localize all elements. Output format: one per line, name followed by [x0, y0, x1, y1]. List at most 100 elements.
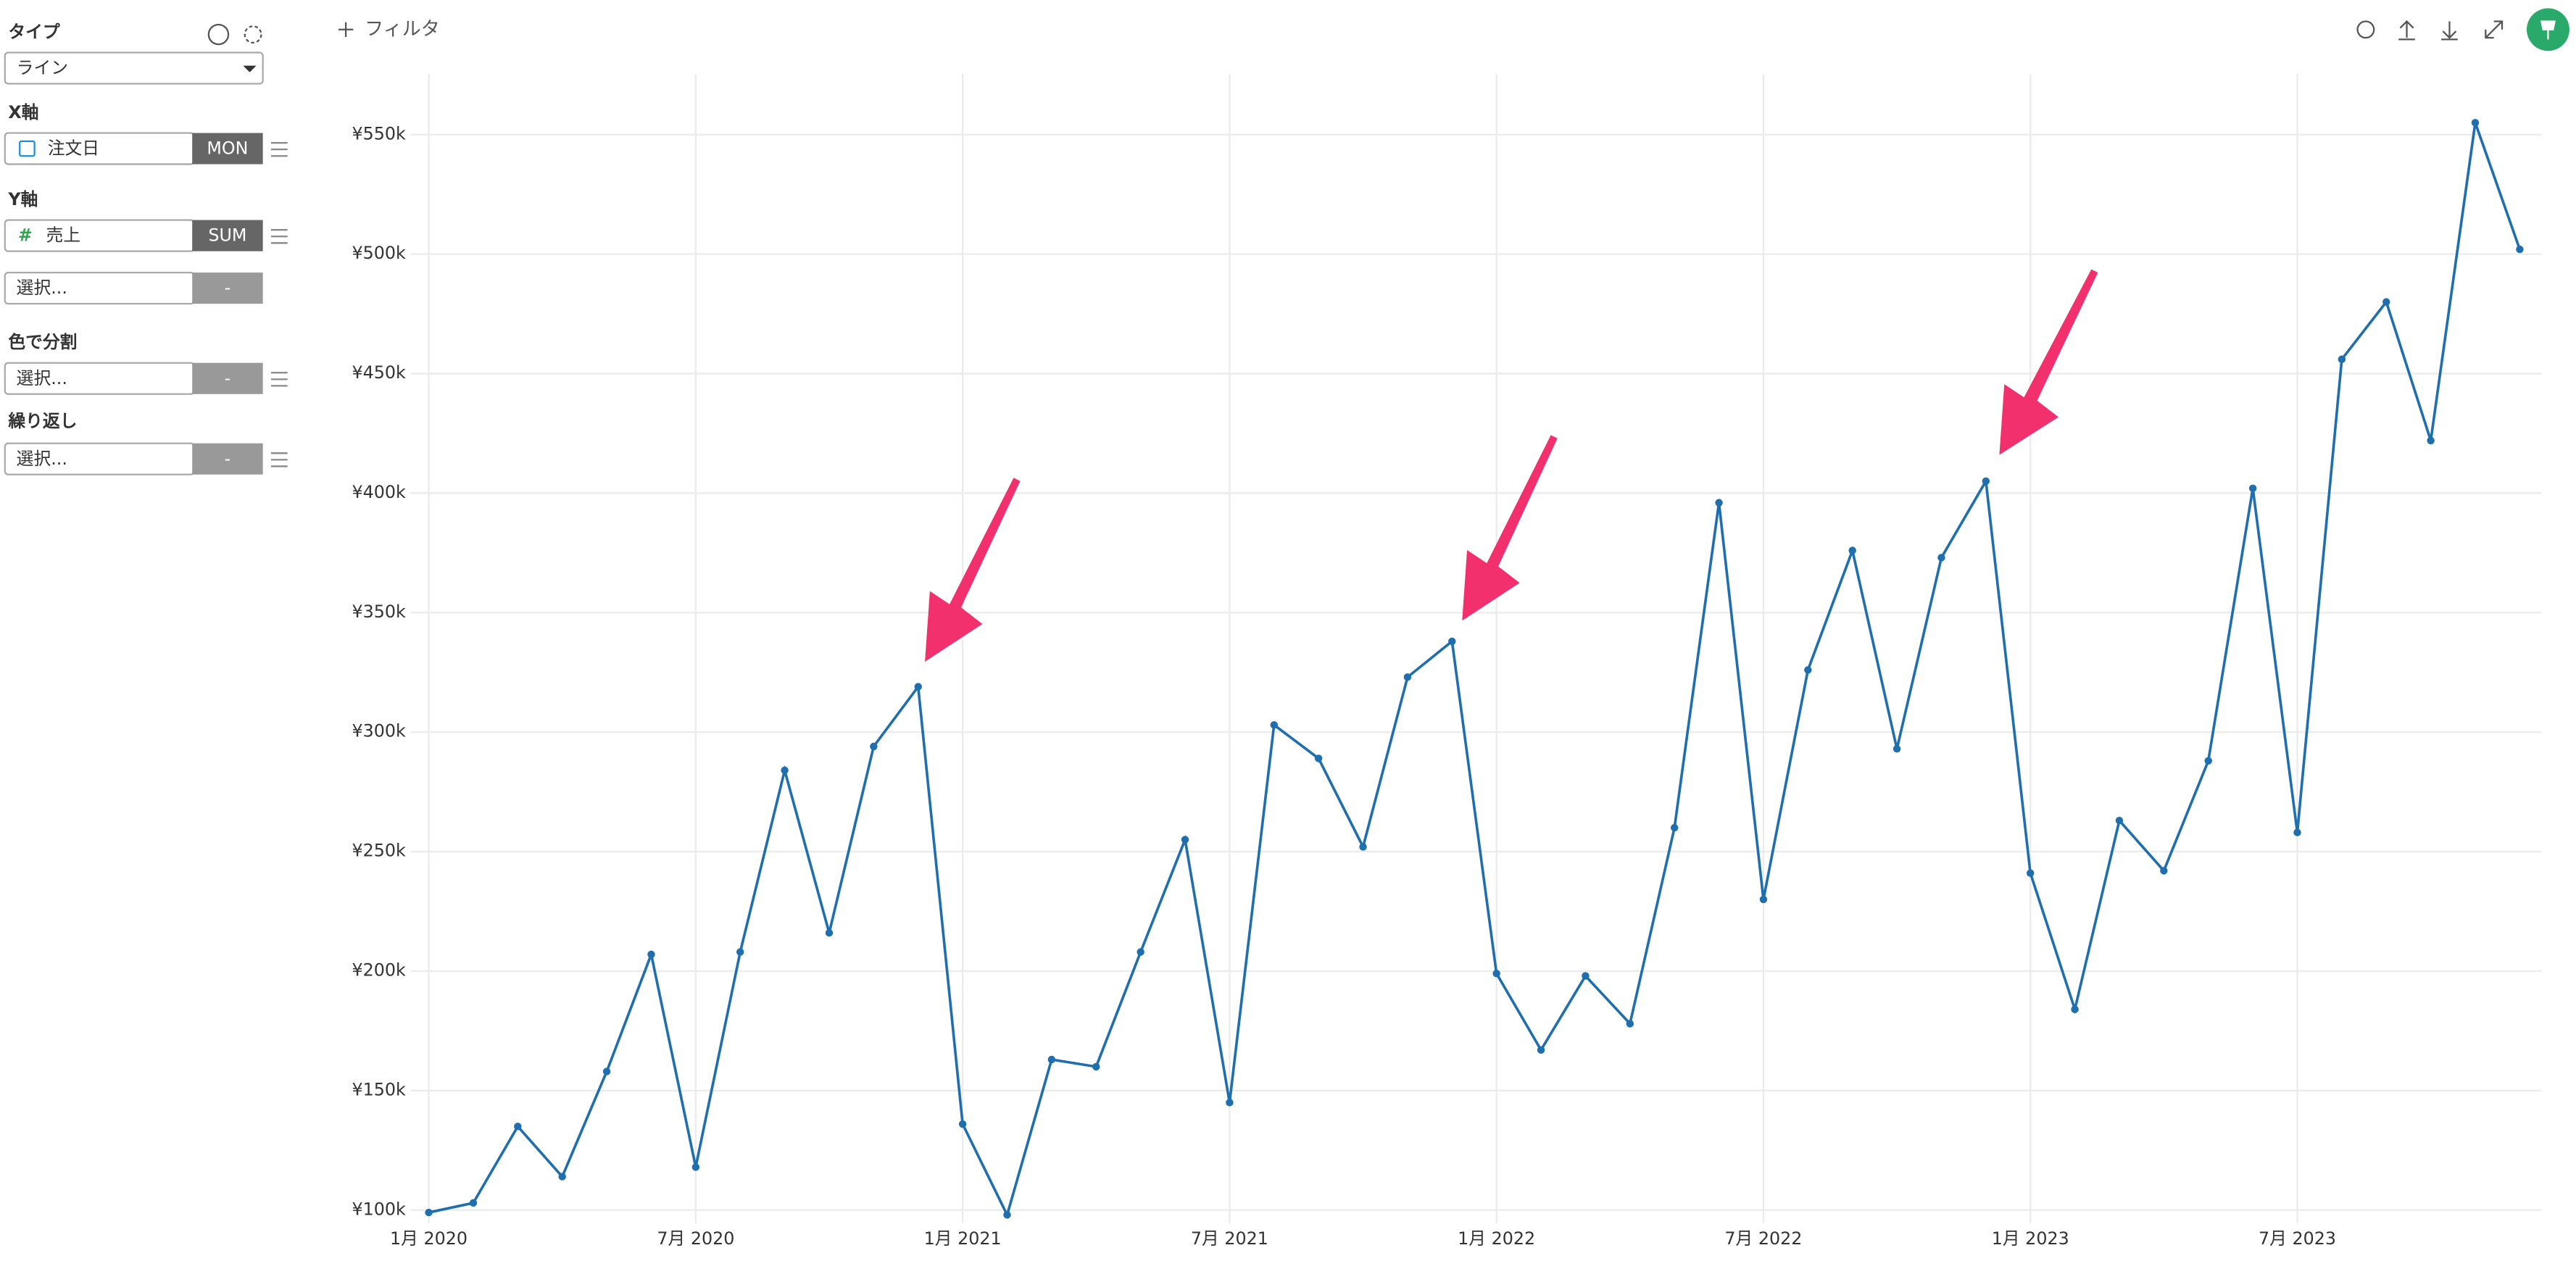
- point: [1492, 970, 1500, 978]
- drag-handle[interactable]: [270, 229, 288, 244]
- type-select[interactable]: [4, 51, 264, 85]
- help-icon[interactable]: [207, 23, 230, 46]
- point: [1759, 895, 1768, 904]
- repeat-label: 繰り返し: [8, 411, 77, 431]
- point: [1003, 1211, 1011, 1219]
- y-tick-label: ¥450k: [352, 362, 407, 383]
- point: [2427, 436, 2435, 445]
- expand-icon[interactable]: [2485, 20, 2504, 39]
- x-tick-label: 1月 2022: [1458, 1228, 1535, 1249]
- point: [1537, 1046, 1545, 1054]
- point: [1403, 673, 1412, 681]
- x-tick-label: 1月 2020: [390, 1228, 468, 1249]
- point: [2471, 119, 2480, 127]
- point: [1359, 843, 1367, 851]
- point: [1137, 948, 1144, 956]
- point: [1715, 499, 1723, 507]
- x-field-text: 注文日: [48, 138, 99, 159]
- point: [647, 950, 655, 959]
- dropdown-caret: [243, 65, 257, 72]
- point: [2160, 867, 2168, 875]
- point: [1448, 637, 1456, 646]
- repeat-agg[interactable]: [192, 443, 263, 475]
- point: [2115, 817, 2124, 825]
- upload-icon[interactable]: [2398, 20, 2415, 41]
- point: [2338, 355, 2346, 363]
- y2-agg[interactable]: [192, 272, 263, 304]
- point: [1270, 721, 1278, 729]
- annotation-arrows: [925, 269, 2098, 662]
- chart: ¥100k ¥150k ¥200k ¥250k ¥300k ¥350k ¥400k ¥450k…: [352, 73, 2542, 1249]
- point: [469, 1199, 478, 1207]
- y-label: Y軸: [7, 189, 38, 209]
- point: [2204, 757, 2212, 765]
- x-tick-label: 7月 2020: [657, 1228, 734, 1249]
- repeat-field-text: 選択...: [17, 449, 67, 469]
- repeat-agg-text: -: [225, 449, 231, 469]
- point: [1626, 1020, 1634, 1028]
- x-agg-text: MON: [207, 138, 248, 159]
- point: [1937, 554, 1945, 562]
- point: [2293, 828, 2301, 836]
- filter-button[interactable]: フィルタ: [365, 18, 440, 40]
- point: [736, 948, 744, 956]
- point: [2382, 298, 2390, 306]
- y-tick-label: ¥350k: [352, 602, 407, 622]
- toolbar-icons: [2356, 20, 2504, 41]
- point: [958, 1120, 967, 1128]
- type-value: ライン: [17, 58, 68, 78]
- point: [2516, 245, 2524, 254]
- y-agg[interactable]: [192, 220, 263, 251]
- y2-field-text: 選択...: [17, 278, 67, 298]
- point: [558, 1173, 566, 1181]
- y-tick-label: ¥200k: [352, 960, 407, 980]
- point: [870, 742, 878, 751]
- point: [1047, 1055, 1056, 1064]
- x-tick-label: 7月 2021: [1191, 1228, 1268, 1249]
- x-label: X軸: [8, 102, 38, 122]
- number-icon: #: [18, 225, 33, 246]
- x-agg[interactable]: [192, 133, 263, 165]
- drag-handle[interactable]: [270, 372, 288, 387]
- color-label: 色で分割: [8, 332, 77, 352]
- point: [1804, 666, 1812, 674]
- type-label: タイプ: [8, 22, 60, 42]
- comment-icon[interactable]: [2356, 20, 2375, 39]
- color-agg[interactable]: [192, 362, 263, 394]
- drag-handle[interactable]: [270, 452, 288, 467]
- point: [2071, 1005, 2079, 1013]
- plus-icon[interactable]: [338, 22, 354, 37]
- download-icon[interactable]: [2441, 21, 2458, 41]
- y-tick-label: ¥400k: [352, 482, 407, 502]
- color-field-text: 選択...: [17, 368, 67, 388]
- x-tick-label: 1月 2021: [924, 1228, 1002, 1249]
- drag-handle[interactable]: [270, 141, 288, 157]
- point: [691, 1163, 700, 1171]
- y-field-text: 売上: [46, 225, 80, 246]
- point: [1092, 1062, 1100, 1071]
- point: [1181, 836, 1189, 844]
- point: [2027, 869, 2035, 877]
- color-agg-text: -: [225, 368, 231, 388]
- point: [1226, 1099, 1234, 1107]
- point: [1582, 972, 1590, 980]
- y-agg-text: SUM: [208, 225, 246, 246]
- point: [514, 1123, 522, 1131]
- point: [825, 929, 834, 937]
- settings-icon[interactable]: [244, 25, 262, 44]
- y-tick-label: ¥150k: [352, 1079, 407, 1099]
- point: [602, 1068, 611, 1075]
- y-tick-label: ¥300k: [352, 721, 407, 741]
- y-field[interactable]: [4, 219, 195, 252]
- y2-agg-text: -: [225, 278, 231, 298]
- point: [1982, 477, 1990, 486]
- arrow: [1462, 435, 1558, 621]
- arrow: [1999, 269, 2098, 455]
- date-icon: [19, 140, 36, 157]
- y-tick-label: ¥250k: [352, 841, 407, 861]
- arrow: [925, 478, 1021, 662]
- pin-icon: [2540, 20, 2556, 40]
- point: [781, 766, 789, 775]
